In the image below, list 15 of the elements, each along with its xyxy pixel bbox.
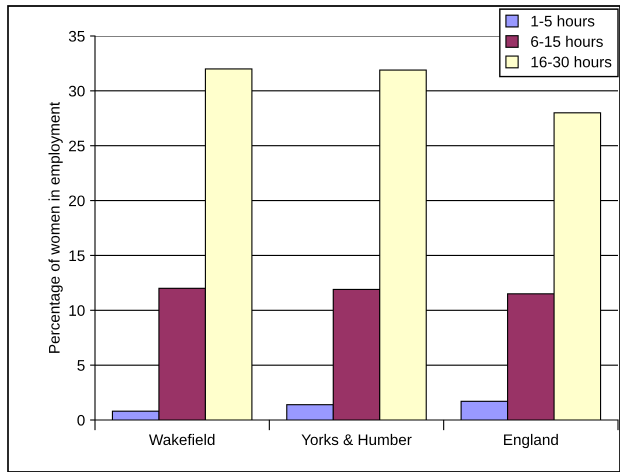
y-tick-label: 15 bbox=[69, 250, 85, 262]
y-tick-label: 35 bbox=[68, 30, 85, 42]
x-tick-label: Yorks & Humber bbox=[302, 434, 412, 446]
legend-label: 6-15 hours bbox=[531, 36, 603, 47]
x-tick-label: Wakefield bbox=[148, 434, 214, 446]
y-tick-label: 5 bbox=[77, 360, 85, 371]
legend-label: 1-5 hours bbox=[532, 15, 594, 27]
y-tick-label: 10 bbox=[69, 305, 85, 316]
y-axis-title: Percentage of women in employment bbox=[48, 102, 63, 353]
y-tick-label: 25 bbox=[69, 140, 85, 152]
legend-label: 16-30 hours bbox=[532, 56, 612, 68]
x-tick-label: England bbox=[504, 434, 558, 448]
y-tick-label: 0 bbox=[77, 414, 85, 426]
y-tick-label: 30 bbox=[68, 86, 85, 97]
y-tick-label: 20 bbox=[69, 195, 85, 206]
